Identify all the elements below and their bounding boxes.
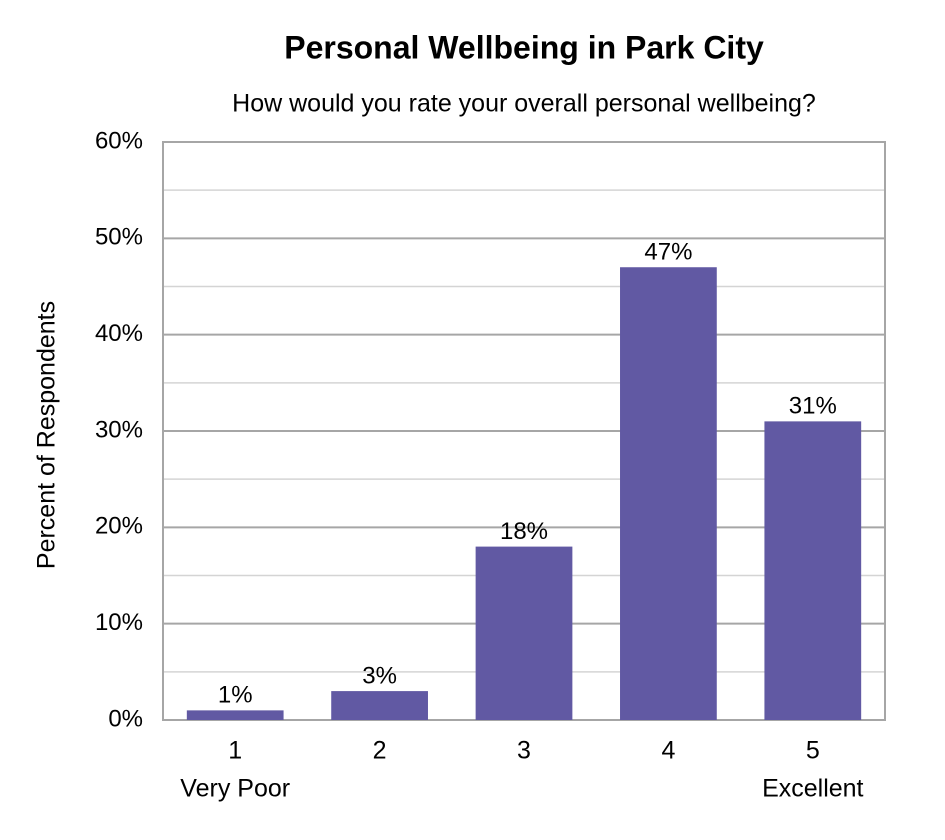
x-tick-label: 5 [806, 737, 820, 765]
x-tick-label: 4 [661, 737, 675, 765]
x-tick-label: 1 [228, 737, 242, 765]
y-tick-label: 50% [95, 224, 143, 251]
x-tick-sublabel: Excellent [762, 775, 863, 803]
bar [186, 710, 284, 720]
x-tick-label: 2 [373, 737, 387, 765]
value-label: 1% [218, 682, 253, 709]
y-tick-label: 0% [108, 705, 143, 732]
value-label: 18% [500, 518, 548, 545]
value-label: 3% [362, 662, 397, 689]
y-tick-label: 40% [95, 320, 143, 347]
chart-subtitle: How would you rate your overall personal… [232, 90, 816, 118]
bar [331, 691, 428, 720]
value-label: 47% [644, 239, 692, 266]
bar [475, 546, 573, 720]
x-tick-label: 3 [517, 737, 531, 765]
y-tick-label: 60% [95, 127, 143, 154]
y-axis-label: Percent of Respondents [33, 301, 61, 569]
chart-title: Personal Wellbeing in Park City [284, 29, 764, 65]
y-tick-label: 10% [95, 609, 143, 636]
y-tick-label: 20% [95, 513, 143, 540]
x-tick-sublabel: Very Poor [180, 775, 290, 803]
value-label: 31% [789, 393, 837, 420]
bar [764, 421, 862, 720]
y-tick-label: 30% [95, 416, 143, 443]
bar [620, 267, 717, 720]
